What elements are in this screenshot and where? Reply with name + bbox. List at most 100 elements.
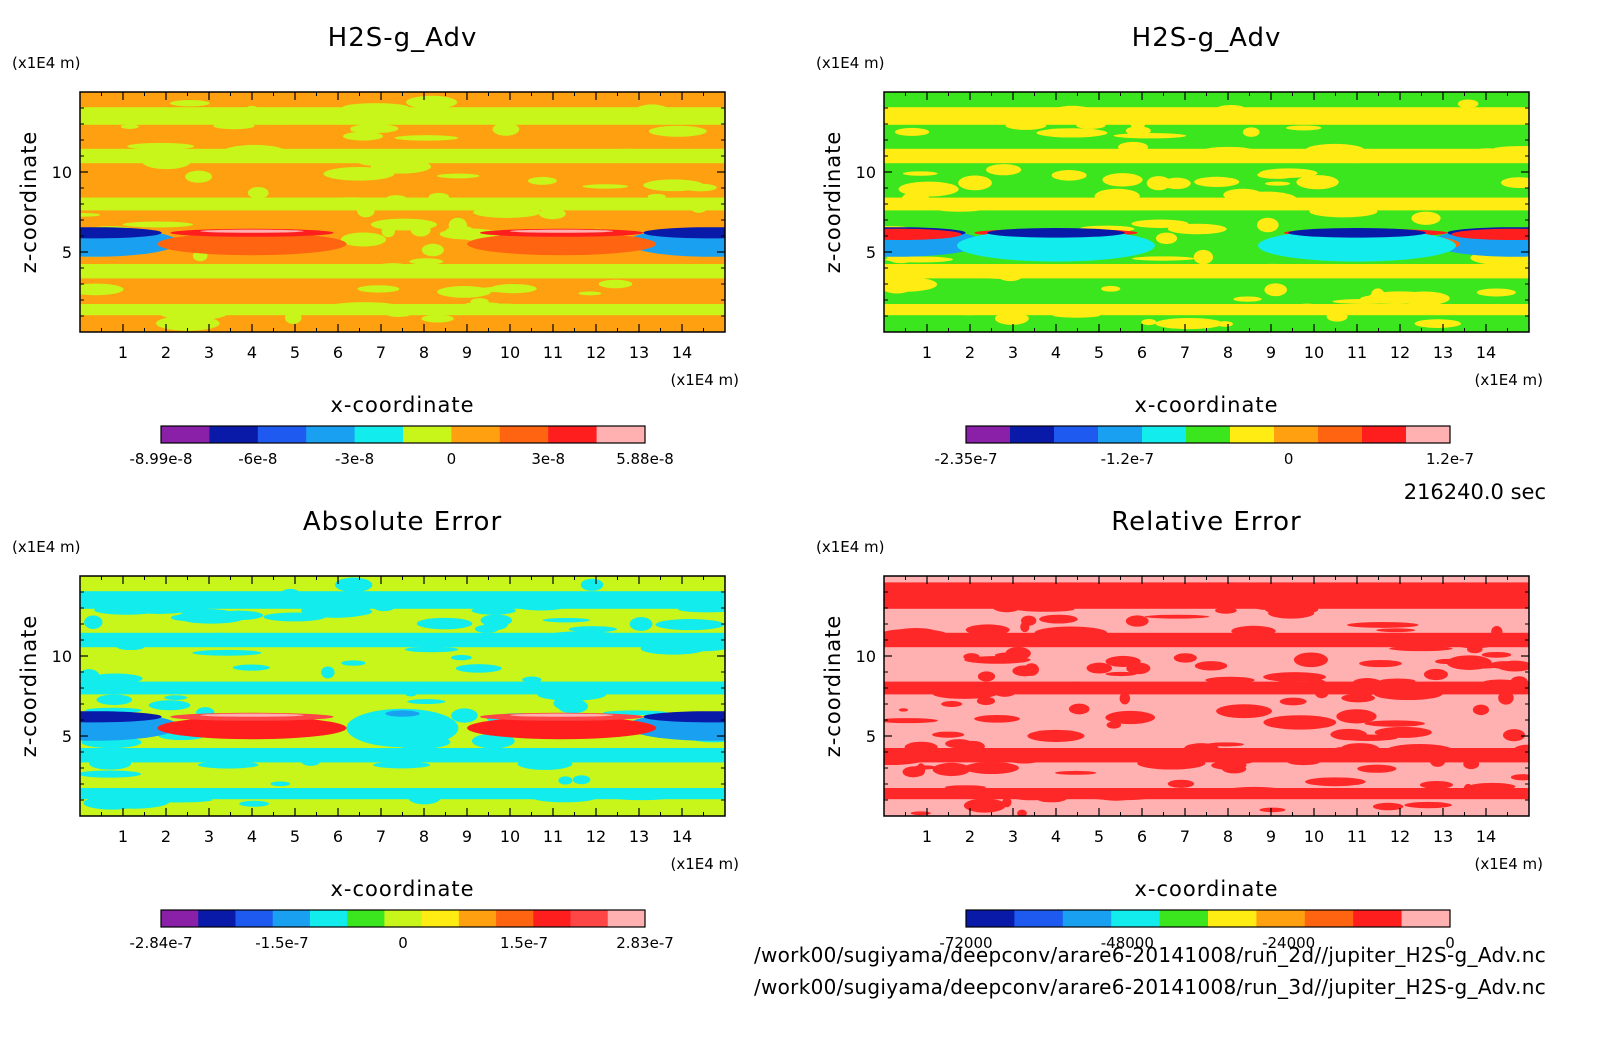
- field-blob: [1105, 655, 1141, 667]
- field-extreme: [1035, 793, 1068, 803]
- field-extreme: [1451, 228, 1529, 240]
- field-extreme: [80, 227, 162, 239]
- field-blob: [408, 791, 441, 805]
- field-blob: [1245, 263, 1304, 274]
- field-blob: [932, 731, 965, 738]
- field-blob: [80, 283, 124, 296]
- field-blob: [88, 673, 143, 684]
- x-tick-label: 11: [1347, 343, 1367, 362]
- field-blob: [357, 285, 400, 293]
- field-blob: [678, 606, 725, 613]
- field-blob: [1347, 622, 1419, 628]
- field-blob: [1194, 176, 1240, 188]
- field-blob: [1389, 646, 1453, 652]
- field-blob: [1463, 759, 1480, 770]
- field-blob: [539, 208, 566, 220]
- field-blob: [421, 243, 444, 257]
- field-blob: [1156, 232, 1178, 244]
- field-extreme: [895, 627, 937, 637]
- field-blob: [1264, 181, 1291, 186]
- field-layer: [80, 107, 725, 125]
- field-blob: [1118, 141, 1149, 153]
- field-blob: [605, 791, 678, 801]
- field-blob: [416, 617, 473, 630]
- field-blob: [1184, 743, 1219, 754]
- contour-field: [80, 576, 725, 816]
- field-blob: [1010, 594, 1043, 601]
- field-extreme: [1258, 229, 1456, 262]
- field-blob: [342, 103, 409, 112]
- x-tick-label: 7: [376, 343, 386, 362]
- colorbar-label: 0: [398, 934, 408, 952]
- field-blob: [374, 605, 394, 612]
- y-axis-label: z-coordinate: [821, 615, 845, 758]
- colorbar-swatch: [596, 426, 646, 443]
- panel-4: Relative Error(x1E4 m)(x1E4 m)1 2 3 4 5 6 7 8 9 1…: [816, 507, 1543, 952]
- panel-title: Relative Error: [1111, 507, 1302, 537]
- field-blob: [478, 286, 532, 293]
- field-extreme: [643, 227, 725, 239]
- panel-title: Absolute Error: [303, 507, 502, 537]
- field-blob: [301, 758, 320, 766]
- colorbar-swatch: [1208, 910, 1257, 927]
- field-extreme: [1463, 783, 1473, 796]
- field-extreme: [1456, 664, 1499, 669]
- y-unit-label: (x1E4 m): [816, 538, 885, 556]
- colorbar-swatch: [1362, 426, 1407, 443]
- field-blob: [343, 131, 384, 141]
- x-tick-label: 5: [290, 343, 300, 362]
- field-blob: [212, 203, 261, 211]
- field-blob: [301, 603, 371, 618]
- field-extreme: [989, 685, 1027, 692]
- field-blob: [89, 757, 132, 770]
- field-blob: [404, 646, 459, 653]
- field-extreme: [509, 229, 614, 233]
- x-tick-label: 3: [204, 343, 214, 362]
- x-tick-label: 5: [290, 827, 300, 846]
- colorbar-label: 3e-8: [531, 450, 565, 468]
- field-extreme: [157, 716, 347, 740]
- colorbar-swatch: [966, 910, 1015, 927]
- field-blob: [884, 753, 926, 766]
- field-blob: [1359, 659, 1402, 668]
- field-blob: [1419, 781, 1454, 789]
- colorbar-label: -2.84e-7: [130, 934, 193, 952]
- field-extreme: [976, 696, 996, 706]
- field-extreme: [1173, 653, 1197, 663]
- field-blob: [80, 770, 142, 778]
- y-unit-label: (x1E4 m): [12, 54, 81, 72]
- field-extreme: [1413, 634, 1423, 641]
- colorbar-label: -1.2e-7: [1101, 450, 1154, 468]
- x-tick-label: 13: [1433, 827, 1453, 846]
- x-axis-label: x-coordinate: [1134, 877, 1278, 901]
- field-blob: [902, 171, 938, 176]
- field-blob: [156, 315, 220, 331]
- field-extreme: [1131, 663, 1143, 670]
- field-blob: [373, 761, 431, 769]
- x-tick-label: 4: [247, 827, 257, 846]
- field-blob: [1137, 757, 1206, 770]
- field-blob: [1411, 211, 1441, 225]
- field-blob: [1351, 678, 1383, 690]
- x-tick-label: 1: [118, 343, 128, 362]
- field-extreme: [945, 739, 973, 749]
- field-blob: [335, 577, 373, 593]
- field-blob: [1341, 594, 1410, 602]
- field-blob: [1404, 801, 1452, 809]
- field-blob: [284, 311, 302, 324]
- colorbar-swatch: [1274, 426, 1319, 443]
- field-extreme: [1330, 728, 1367, 741]
- y-tick-label: 5: [866, 243, 876, 262]
- panel-1: H2S-g_Adv(x1E4 m)(x1E4 m)1 2 3 4 5 6 7 8 9 10 11 12…: [12, 23, 739, 468]
- field-extreme: [1434, 658, 1462, 665]
- field-extreme: [1493, 595, 1517, 608]
- x-unit-label: (x1E4 m): [1474, 371, 1543, 389]
- x-tick-label: 14: [672, 827, 692, 846]
- field-blob: [1054, 770, 1097, 775]
- x-tick-label: 13: [1433, 343, 1453, 362]
- x-tick-label: 4: [1051, 827, 1061, 846]
- field-blob: [1039, 614, 1078, 624]
- field-blob: [1369, 291, 1432, 301]
- colorbar: -2.35e-7 -1.2e-7 0 1.2e-7: [935, 425, 1474, 468]
- field-extreme: [346, 708, 459, 748]
